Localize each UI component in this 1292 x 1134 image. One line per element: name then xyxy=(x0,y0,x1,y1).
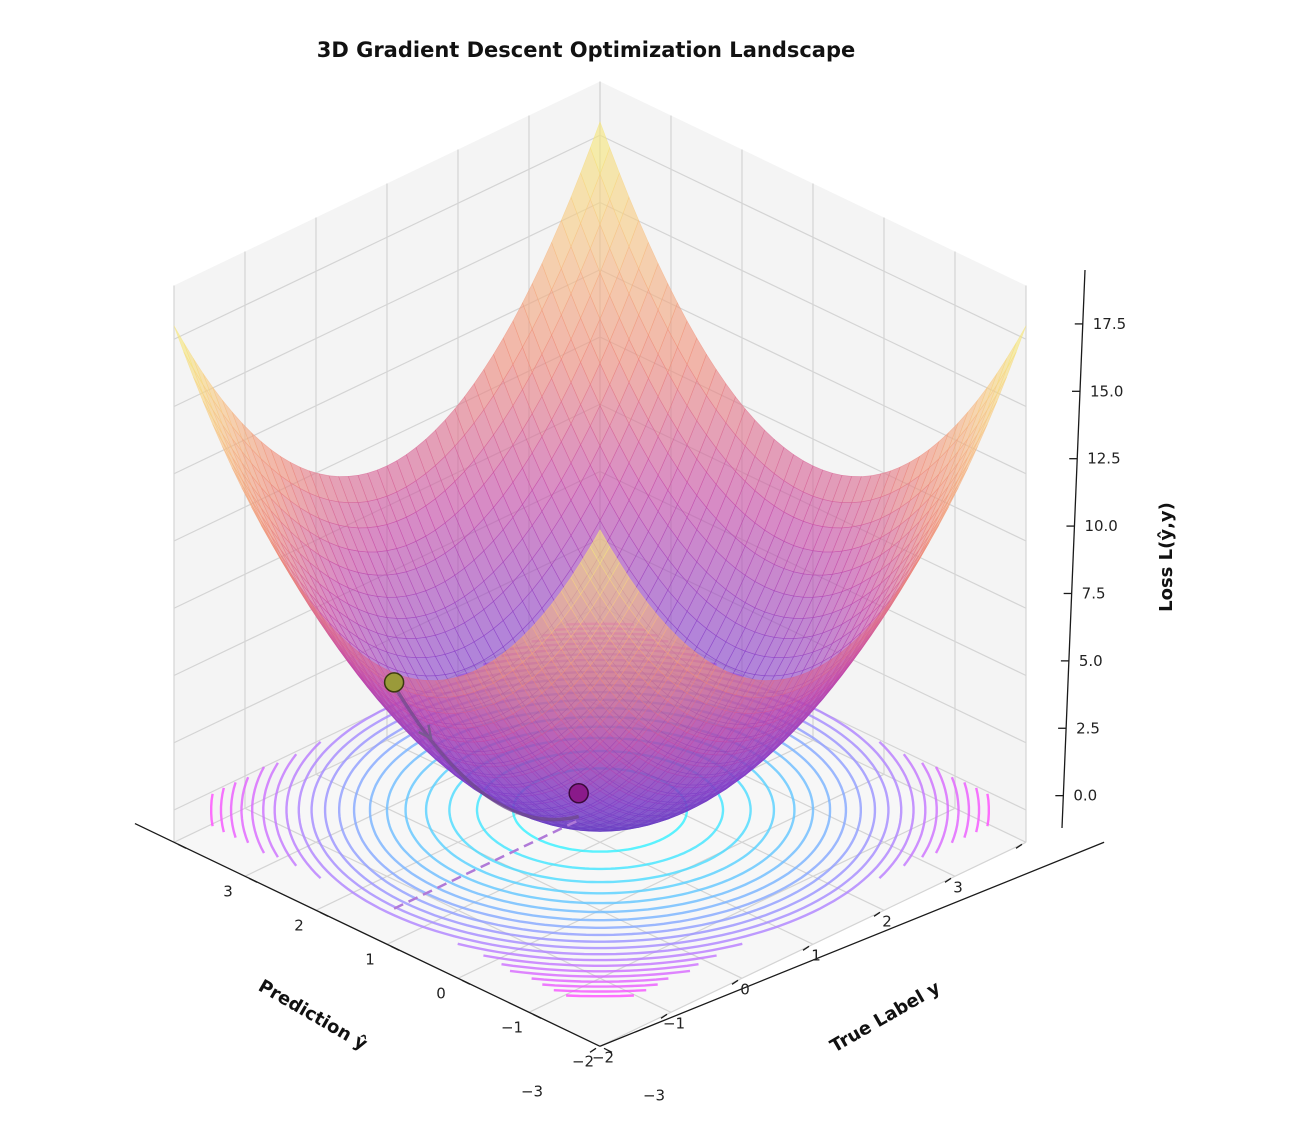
descent-path xyxy=(383,672,589,910)
y-tick-mark xyxy=(248,877,258,883)
x-tick-mark xyxy=(660,1013,668,1019)
x-tick-mark xyxy=(802,945,810,951)
y-tick-mark xyxy=(603,1047,613,1053)
y-tick-label: 3 xyxy=(223,882,233,900)
x-tick-label: −3 xyxy=(521,1082,543,1100)
descent-path-projection xyxy=(393,819,580,910)
grid-line xyxy=(528,807,956,1013)
x-tick-label: 3 xyxy=(953,878,963,896)
grid-line xyxy=(599,841,1027,1047)
z-axis-line xyxy=(1061,269,1086,829)
z-tick-label: 2.5 xyxy=(1076,719,1100,737)
x-tick-mark xyxy=(731,979,739,985)
descent-path-line xyxy=(392,684,580,822)
x-tick-label: 1 xyxy=(811,946,821,964)
y-axis-line xyxy=(134,822,601,1047)
z-axis-label: Loss L(ŷ,y) xyxy=(1156,502,1177,612)
y-tick-mark xyxy=(461,979,471,985)
contour-line xyxy=(229,632,971,988)
y-tick-mark xyxy=(390,945,400,951)
x-tick-label: 0 xyxy=(740,980,750,998)
z-tick-label: 10.0 xyxy=(1084,517,1117,535)
z-tick-label: 7.5 xyxy=(1082,584,1106,602)
x-tick-label: 2 xyxy=(882,912,892,930)
loss-surface xyxy=(173,120,1027,832)
y-tick-label: 1 xyxy=(365,950,375,968)
z-tick-label: 17.5 xyxy=(1093,315,1126,333)
x-tick-mark xyxy=(873,911,881,917)
y-tick-mark xyxy=(177,843,187,849)
contour-line xyxy=(219,627,981,993)
contour-line xyxy=(285,658,915,962)
contour-line xyxy=(273,653,927,967)
contour-projection xyxy=(210,622,990,998)
axis-lines xyxy=(134,269,1105,1047)
end-point-marker xyxy=(568,783,589,804)
z-tick-label: 12.5 xyxy=(1087,450,1120,468)
descent-arrow xyxy=(418,724,433,741)
contour-line xyxy=(251,642,949,978)
contour-line xyxy=(262,647,938,973)
z-tick-label: 0.0 xyxy=(1073,787,1097,805)
contour-line xyxy=(240,637,960,983)
y-tick-label: −3 xyxy=(643,1086,665,1104)
y-tick-label: −1 xyxy=(501,1018,523,1036)
surface-facet xyxy=(589,529,611,565)
y-tick-label: 0 xyxy=(436,984,446,1002)
tick-labels: 3 2 1 0 −1 −2 −3 −3 −2 −1 0 1 2 3 0.0 2.5 5.0 7.5 10.0 12.5… xyxy=(177,315,1126,1104)
chart-title: 3D Gradient Descent Optimization Landsca… xyxy=(316,38,856,62)
start-point-marker xyxy=(383,672,405,693)
y-axis-label: True Label y xyxy=(827,977,945,1057)
contour-line xyxy=(210,622,990,998)
z-tick-label: 15.0 xyxy=(1090,382,1123,400)
x-tick-mark xyxy=(944,877,952,883)
y-tick-label: −2 xyxy=(572,1052,594,1070)
x-tick-label: −1 xyxy=(663,1014,685,1032)
x-axis-line xyxy=(599,841,1105,1047)
x-tick-label: −2 xyxy=(592,1048,614,1066)
x-tick-mark xyxy=(589,1047,597,1053)
y-tick-mark xyxy=(532,1013,542,1019)
z-tick-label: 5.0 xyxy=(1079,652,1103,670)
y-tick-label: 2 xyxy=(294,916,304,934)
x-tick-mark xyxy=(1015,843,1023,849)
x-axis-label: Prediction ŷ xyxy=(255,976,371,1055)
y-tick-mark xyxy=(319,911,329,917)
